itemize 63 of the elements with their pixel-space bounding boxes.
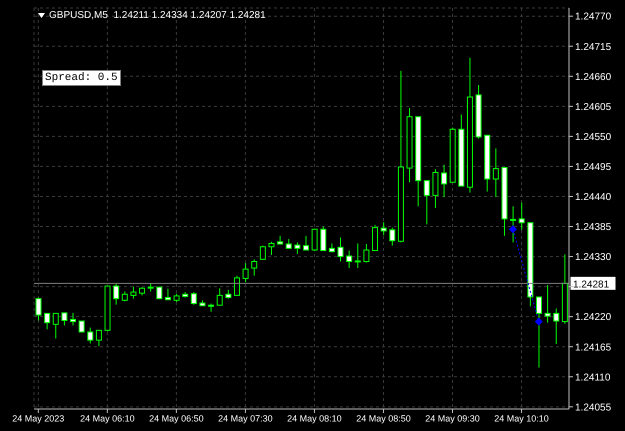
candlestick [544, 284, 551, 324]
candlestick [338, 236, 344, 262]
x-tick-label: 24 May 2023 [12, 413, 64, 424]
y-tick-label: 1.24385 [575, 222, 612, 234]
candlestick [303, 235, 309, 252]
candlestick [130, 286, 136, 300]
x-tick-label: 24 May 08:50 [356, 413, 411, 424]
candlestick [44, 312, 50, 330]
candlestick [234, 275, 240, 296]
candlestick [251, 258, 258, 276]
candlestick [216, 288, 223, 306]
y-tick-label: 1.24715 [575, 42, 612, 53]
candlestick [286, 238, 292, 249]
chart-title: GBPUSD,M5 1.24211 1.24334 1.24207 1.24281 [49, 10, 266, 21]
candlestick [87, 327, 94, 344]
x-tick-label: 24 May 06:10 [80, 413, 135, 424]
x-tick-label: 24 May 06:50 [149, 413, 204, 424]
ref-line-label: 1.24281 [573, 279, 610, 290]
y-tick-label: 1.24660 [575, 72, 612, 83]
y-tick-label: 1.24330 [575, 252, 612, 264]
candlestick [432, 168, 438, 208]
x-tick-label: 24 May 09:30 [425, 413, 480, 424]
candlestick [363, 244, 370, 264]
y-tick-label: 1.24550 [575, 132, 612, 143]
candlestick [36, 297, 42, 321]
candlestick [190, 292, 197, 306]
candlestick [260, 245, 266, 260]
y-tick-label: 1.24220 [575, 312, 612, 324]
y-tick-label: 1.24770 [575, 12, 612, 23]
x-tick-label: 24 May 10:10 [494, 413, 549, 424]
y-tick-label: 1.24605 [575, 102, 612, 113]
annotation: Spread: 0.5 [42, 70, 121, 86]
candlestick [164, 288, 171, 300]
y-tick-label: 1.24495 [575, 162, 612, 173]
candlestick [518, 202, 525, 230]
candlestick [156, 286, 162, 300]
candlestick [372, 224, 378, 252]
y-tick-label: 1.24055 [575, 402, 612, 414]
candlestick [492, 148, 499, 198]
candlestick [61, 312, 68, 326]
candlestick [354, 242, 361, 269]
candlestick [113, 283, 120, 306]
candlestick [52, 312, 59, 340]
candlestick [320, 226, 326, 252]
candlestick [510, 206, 516, 243]
y-tick-label: 1.24165 [575, 342, 612, 354]
candlestick [312, 228, 318, 252]
candlestick [70, 312, 76, 326]
candlestick [294, 242, 300, 254]
x-tick-label: 24 May 08:10 [287, 413, 342, 424]
candlestick [441, 164, 448, 198]
candlestick [96, 330, 102, 347]
candlestick [553, 308, 560, 344]
candlestick [268, 241, 274, 256]
candlestick [389, 227, 396, 246]
candlestick [380, 222, 387, 236]
x-tick-label: 24 May 07:30 [218, 413, 273, 424]
y-tick-label: 1.24110 [575, 372, 611, 384]
candlestick [122, 291, 128, 302]
candlestick [242, 262, 249, 283]
y-tick-label: 1.24440 [575, 192, 612, 204]
candlestick [346, 250, 352, 269]
candlestick [424, 180, 430, 225]
